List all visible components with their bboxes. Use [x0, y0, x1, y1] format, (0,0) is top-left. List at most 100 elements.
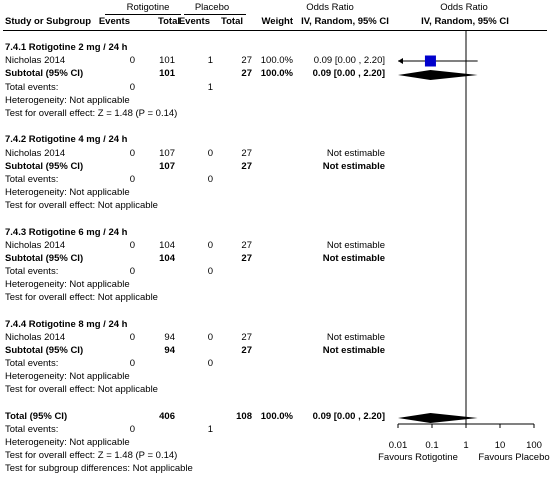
total-events1: 0: [129, 174, 135, 185]
total-events1: 0: [129, 82, 135, 93]
total-events-label: Total events:: [5, 82, 59, 93]
axis-tick-label: 0.1: [425, 440, 439, 451]
total-events2: 0: [207, 174, 213, 185]
heterogeneity-text: Heterogeneity: Not applicable: [5, 95, 130, 106]
total-total1: 406: [159, 411, 175, 422]
method-table-header: IV, Random, 95% CI: [301, 16, 389, 27]
total2-col-header: Total: [221, 16, 243, 27]
study-events1: 0: [129, 332, 135, 343]
heterogeneity-text: Heterogeneity: Not applicable: [5, 371, 130, 382]
study-name: Nicholas 2014: [5, 240, 66, 251]
subtotal-diamond: [398, 70, 478, 80]
total-events2: 1: [207, 424, 213, 435]
total-total2: 108: [236, 411, 252, 422]
study-total1: 104: [159, 240, 175, 251]
subgroup-title: 7.4.1 Rotigotine 2 mg / 24 h: [5, 42, 128, 53]
overall-effect-text: Test for overall effect: Not applicable: [5, 200, 158, 211]
study-name: Nicholas 2014: [5, 55, 66, 66]
total-events2: 1: [207, 82, 213, 93]
study-events2: 0: [207, 240, 213, 251]
subgroup-diff-text: Test for subgroup differences: Not appli…: [5, 463, 193, 474]
weight-col-header: Weight: [261, 16, 294, 27]
study-name: Nicholas 2014: [5, 148, 66, 159]
subtotal-weight: 100.0%: [260, 68, 293, 79]
or-plot-header: Odds Ratio: [440, 2, 488, 13]
subtotal-total2: 27: [241, 68, 252, 79]
subtotal-label: Subtotal (95% CI): [5, 68, 84, 79]
axis-tick-label: 1: [463, 440, 469, 451]
total-events-label: Total events:: [5, 174, 59, 185]
subtotal-total1: 101: [159, 68, 175, 79]
study-total2: 27: [241, 332, 252, 343]
study-total2: 27: [241, 240, 252, 251]
study-weight: 100.0%: [260, 55, 293, 66]
total-events-label: Total events:: [5, 358, 59, 369]
study-events2: 0: [207, 148, 213, 159]
subtotal-total2: 27: [241, 161, 252, 172]
total-events-label: Total events:: [5, 266, 59, 277]
group2-header: Placebo: [194, 2, 230, 13]
study-col-header: Study or Subgroup: [5, 16, 92, 27]
ci-truncation-arrow: [398, 58, 403, 64]
study-events1: 0: [129, 148, 135, 159]
overall-effect-text: Test for overall effect: Z = 1.48 (P = 0…: [5, 108, 178, 119]
study-ci: 0.09 [0.00 , 2.20]: [313, 55, 385, 66]
axis-tick-label: 0.01: [388, 440, 408, 451]
study-events1: 0: [129, 55, 135, 66]
total-ci: 0.09 [0.00 , 2.20]: [312, 411, 385, 422]
study-ci: Not estimable: [326, 240, 385, 251]
study-events2: 1: [207, 55, 213, 66]
group2-underline: [184, 14, 246, 15]
subtotal-label: Subtotal (95% CI): [5, 161, 84, 172]
subtotal-ci: Not estimable: [322, 345, 385, 356]
subtotal-ci: Not estimable: [322, 253, 385, 264]
total-label: Total (95% CI): [5, 411, 68, 422]
header-rule: [3, 30, 547, 31]
study-total2: 27: [241, 55, 252, 66]
subtotal-total1: 104: [159, 253, 175, 264]
study-ci: Not estimable: [326, 332, 385, 343]
study-total1: 94: [164, 332, 175, 343]
or-table-header: Odds Ratio: [306, 2, 354, 13]
overall-effect-text: Test for overall effect: Not applicable: [5, 292, 158, 303]
total-events2: 0: [207, 266, 213, 277]
group1-underline: [105, 14, 181, 15]
study-events1: 0: [129, 240, 135, 251]
total-events-label: Total events:: [5, 424, 59, 435]
method-plot-header: IV, Random, 95% CI: [421, 16, 509, 27]
study-effect-square: [424, 55, 436, 67]
axis-tick-label: 100: [526, 440, 542, 451]
study-total1: 107: [159, 148, 175, 159]
total-events1: 0: [129, 358, 135, 369]
study-name: Nicholas 2014: [5, 332, 66, 343]
subgroup-title: 7.4.2 Rotigotine 4 mg / 24 h: [5, 134, 128, 145]
study-events2: 0: [207, 332, 213, 343]
subtotal-ci: 0.09 [0.00 , 2.20]: [312, 68, 385, 79]
group1-header: Rotigotine: [126, 2, 170, 13]
heterogeneity-text: Heterogeneity: Not applicable: [5, 279, 130, 290]
favours-left-label: Favours Rotigotine: [378, 452, 458, 463]
total1-col-header: Total: [158, 16, 180, 27]
total-events2: 0: [207, 358, 213, 369]
subgroup-title: 7.4.4 Rotigotine 8 mg / 24 h: [5, 319, 128, 330]
study-ci: Not estimable: [326, 148, 385, 159]
subtotal-label: Subtotal (95% CI): [5, 345, 84, 356]
subtotal-label: Subtotal (95% CI): [5, 253, 84, 264]
subtotal-total2: 27: [241, 345, 252, 356]
heterogeneity-text: Heterogeneity: Not applicable: [5, 187, 130, 198]
total-diamond: [398, 413, 478, 423]
overall-effect-text: Test for overall effect: Not applicable: [5, 384, 158, 395]
overall-effect-text: Test for overall effect: Z = 1.48 (P = 0…: [5, 450, 178, 461]
axis-tick-label: 10: [494, 440, 506, 451]
heterogeneity-text: Heterogeneity: Not applicable: [5, 437, 130, 448]
subtotal-total1: 94: [164, 345, 175, 356]
study-total1: 101: [159, 55, 175, 66]
subtotal-total2: 27: [241, 253, 252, 264]
subtotal-total1: 107: [159, 161, 175, 172]
favours-right-label: Favours Placebo: [478, 452, 550, 463]
total-events1: 0: [129, 266, 135, 277]
study-total2: 27: [241, 148, 252, 159]
events2-col-header: Events: [178, 16, 210, 27]
total-events1: 0: [129, 424, 135, 435]
